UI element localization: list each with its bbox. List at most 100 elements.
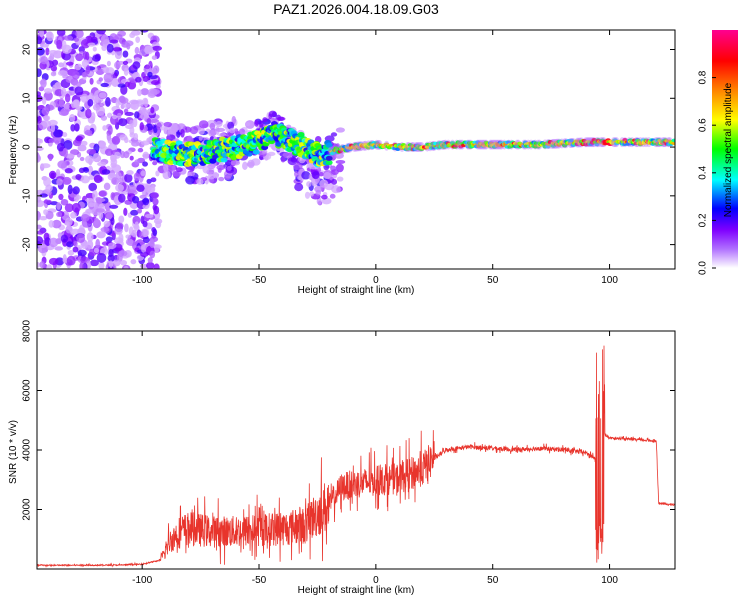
y-tick-label: 20 — [22, 44, 33, 56]
heatmap-cell — [41, 107, 50, 116]
heatmap-cell — [86, 239, 94, 250]
heatmap-cell — [66, 255, 76, 266]
heatmap-cell — [71, 202, 81, 213]
heatmap-cell — [37, 195, 41, 203]
heatmap-cell — [149, 239, 155, 248]
heatmap-cell — [96, 252, 107, 263]
heatmap-cell — [56, 178, 63, 186]
heatmap-cell — [229, 127, 236, 134]
heatmap-cell — [151, 55, 158, 60]
heatmap-cell — [58, 98, 65, 108]
x-tick-label: 100 — [601, 575, 618, 586]
heatmap-cell — [126, 184, 137, 194]
heatmap-cell — [118, 118, 128, 127]
heatmap-cell — [268, 110, 277, 118]
heatmap-cell — [100, 34, 110, 45]
heatmap-cell — [58, 193, 64, 201]
heatmap-cell — [132, 61, 141, 69]
colorbar-tick-label: 0.8 — [698, 70, 709, 84]
heatmap-cell — [159, 126, 169, 131]
heatmap-cell — [230, 160, 241, 166]
heatmap-cell — [142, 237, 150, 244]
heatmap-cell — [318, 171, 324, 177]
heatmap-cell — [132, 117, 138, 128]
heatmap-cell — [336, 176, 344, 182]
heatmap-cell — [96, 231, 106, 239]
heatmap-cell — [123, 136, 129, 144]
heatmap-cell — [118, 250, 128, 257]
heatmap-cell — [134, 46, 140, 55]
heatmap-cell — [106, 60, 111, 67]
heatmap-cell — [175, 167, 183, 173]
heatmap-cell — [280, 156, 286, 163]
heatmap-cell — [43, 115, 51, 121]
heatmap-cell — [64, 103, 70, 110]
heatmap-cell — [325, 155, 333, 161]
heatmap-cell — [45, 184, 53, 192]
heatmap-cell — [72, 81, 82, 87]
x-tick-label: -100 — [132, 575, 152, 586]
heatmap-cell — [102, 125, 108, 131]
heatmap-cell — [73, 99, 81, 108]
heatmap-cell — [64, 93, 71, 103]
heatmap-cell — [85, 108, 92, 119]
heatmap-cell — [150, 106, 155, 114]
heatmap-cell — [81, 241, 88, 250]
heatmap-cell — [118, 233, 124, 242]
figure-title: PAZ1.2026.004.18.09.G03 — [273, 1, 439, 17]
heatmap-cell — [254, 119, 259, 127]
heatmap-cell — [92, 46, 97, 52]
heatmap-cell — [294, 182, 304, 192]
heatmap-cell — [74, 64, 82, 71]
heatmap-cell — [301, 171, 311, 180]
heatmap-cell — [142, 97, 148, 104]
heatmap-cell — [43, 177, 52, 187]
heatmap-cell — [75, 53, 84, 62]
heatmap-cell — [80, 93, 89, 103]
heatmap-cell — [49, 201, 59, 206]
heatmap-cell — [323, 171, 332, 180]
heatmap-cell — [118, 193, 126, 203]
heatmap-cell — [75, 30, 84, 39]
heatmap-cell — [114, 151, 121, 159]
heatmap-cell — [92, 54, 101, 62]
heatmap-cell — [114, 49, 123, 60]
heatmap-cell — [167, 128, 176, 135]
heatmap-cell — [73, 240, 78, 247]
heatmap-cell — [238, 128, 246, 136]
heatmap-cell — [245, 121, 251, 127]
heatmap-cell — [247, 159, 255, 169]
heatmap-cell — [144, 213, 154, 219]
heatmap-cell — [37, 110, 41, 117]
heatmap-cell — [132, 215, 141, 225]
snr-xlabel: Height of straight line (km) — [298, 585, 415, 596]
heatmap-cell — [43, 91, 53, 101]
heatmap-cell — [75, 135, 83, 142]
heatmap-cell — [88, 202, 96, 208]
heatmap-cell — [48, 153, 53, 162]
heatmap-cell — [97, 161, 107, 167]
heatmap-cell — [309, 191, 315, 197]
heatmap-cell — [124, 81, 131, 88]
heatmap-cell — [106, 112, 113, 118]
heatmap-cell — [122, 103, 132, 108]
heatmap-cell — [79, 224, 85, 235]
heatmap-cell — [227, 121, 235, 130]
heatmap-cell — [146, 261, 155, 269]
heatmap-cell — [48, 138, 55, 144]
heatmap-cell — [153, 263, 160, 269]
heatmap-cell — [64, 168, 73, 174]
heatmap-cell — [168, 165, 174, 172]
heatmap-cell — [115, 222, 124, 230]
heatmap-cell — [103, 220, 111, 228]
heatmap-cell — [176, 123, 186, 131]
heatmap-cell — [89, 77, 94, 85]
heatmap-cell — [140, 140, 150, 146]
heatmap-cell — [306, 181, 312, 188]
heatmap-cell — [122, 60, 129, 65]
heatmap-cell — [83, 167, 90, 173]
heatmap-cell — [56, 202, 61, 210]
heatmap-cell — [139, 106, 146, 115]
heatmap-cell — [111, 177, 120, 185]
